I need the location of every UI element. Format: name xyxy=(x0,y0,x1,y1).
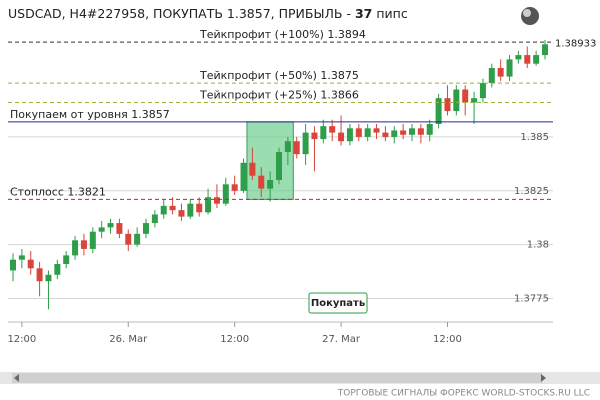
candle-body xyxy=(222,184,229,204)
candle-body xyxy=(45,274,52,282)
footer: ТОРГОВЫЕ СИГНАЛЫ ФОРЕКС WORLD-STOCKS.RU … xyxy=(337,389,590,399)
candle-body xyxy=(27,259,34,269)
candle-body xyxy=(276,152,282,180)
candle-body xyxy=(143,223,149,234)
candle-body xyxy=(355,128,362,137)
candle-body xyxy=(80,240,87,249)
level-label: Тейкпрофит (+25%) 1.3866 xyxy=(199,88,359,101)
candle-body xyxy=(98,227,105,232)
candle-body xyxy=(338,132,345,142)
candle-body xyxy=(178,210,185,217)
level-label: Тейкпрофит (+100%) 1.3894 xyxy=(199,28,366,41)
candle-body xyxy=(444,98,451,112)
candle-body xyxy=(10,259,16,271)
x-tick-label: 12:00 xyxy=(433,334,462,345)
candle-body xyxy=(36,268,43,282)
globe-highlight xyxy=(523,9,531,17)
candle-body xyxy=(373,128,380,133)
candle-body xyxy=(213,197,220,204)
candle-body xyxy=(54,264,61,275)
candle-body xyxy=(479,83,486,99)
candle-body xyxy=(125,233,132,245)
candle-body xyxy=(160,205,167,215)
buy-button-label[interactable]: Покупать xyxy=(311,298,365,309)
x-tick-label: 26. Mar xyxy=(109,334,148,345)
scroll-thumb[interactable] xyxy=(12,373,542,383)
chart-title: USDCAD, H4#227958, ПОКУПАТЬ 1.3857, ПРИБ… xyxy=(8,6,408,21)
candle-body xyxy=(435,98,442,124)
candle-body xyxy=(391,130,398,137)
candle-body xyxy=(18,255,25,260)
candle-body xyxy=(258,175,265,189)
candle-body xyxy=(63,255,70,264)
candle-body xyxy=(506,59,513,77)
candle-body xyxy=(533,55,540,64)
candle-body xyxy=(417,128,424,135)
candle-body xyxy=(311,132,318,140)
title-text: USDCAD, H4#227958, ПОКУПАТЬ 1.3857, ПРИБ… xyxy=(8,6,351,21)
candle-body xyxy=(169,205,176,211)
candle-body xyxy=(542,44,548,56)
x-tick-label: 12:00 xyxy=(7,334,36,345)
level-label: Покупаем от уровня 1.3857 xyxy=(10,108,170,121)
last-price-label: 1.38933 xyxy=(555,39,596,50)
buy-button[interactable]: Покупать xyxy=(308,292,368,314)
y-tick-label: 1.3825 xyxy=(514,186,549,197)
candle-body xyxy=(515,55,522,60)
candle-body xyxy=(453,89,460,112)
candle-body xyxy=(134,233,141,245)
candle-body xyxy=(284,141,291,152)
candle-body xyxy=(524,55,531,64)
candle-body xyxy=(426,124,433,135)
candle-body xyxy=(302,132,309,155)
candle-body xyxy=(72,240,79,256)
candle-body xyxy=(107,223,114,228)
x-tick-label: 12:00 xyxy=(220,334,249,345)
globe-icon[interactable] xyxy=(521,7,539,25)
buy-button-box[interactable] xyxy=(308,292,368,314)
candle-body xyxy=(240,162,247,191)
candle-body xyxy=(89,231,96,249)
last-price-box xyxy=(553,36,599,51)
y-tick-label: 1.3775 xyxy=(514,293,549,304)
scroll-right[interactable] xyxy=(541,374,546,382)
candle-body xyxy=(471,98,478,103)
y-tick-label: 1.38 xyxy=(527,240,549,251)
candle-body xyxy=(320,126,327,140)
candle-body xyxy=(151,214,158,224)
candle-body xyxy=(497,68,504,77)
candle-body xyxy=(187,203,194,217)
candle-body xyxy=(293,141,300,155)
candle-body xyxy=(382,132,389,137)
y-tick-label: 1.385 xyxy=(520,132,549,143)
candle-body xyxy=(488,68,495,84)
candle-body xyxy=(231,184,238,191)
candle-body xyxy=(409,128,415,135)
scroll-left[interactable] xyxy=(14,374,19,382)
candle-body xyxy=(346,128,353,142)
candle-body xyxy=(462,89,469,103)
title-unit: пипс xyxy=(376,6,407,21)
level-label: Стоплосс 1.3821 xyxy=(10,185,106,198)
candle-body xyxy=(196,203,203,213)
candle-body xyxy=(249,162,256,176)
candle-body xyxy=(267,180,274,189)
candle-body xyxy=(400,130,407,135)
candle-body xyxy=(116,223,123,234)
candle-body xyxy=(364,128,371,137)
candle-body xyxy=(205,197,212,213)
level-label: Тейкпрофит (+50%) 1.3875 xyxy=(199,69,359,82)
x-tick-label: 27. Mar xyxy=(322,334,361,345)
candle-body xyxy=(329,126,336,133)
title-value: 37 xyxy=(355,6,372,21)
